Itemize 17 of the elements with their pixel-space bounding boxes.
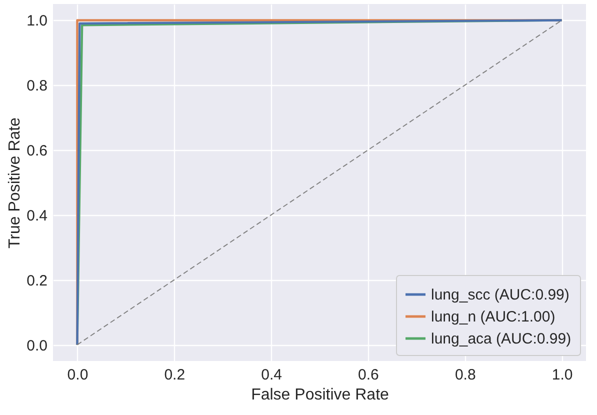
x-tick-label: 0.8	[454, 366, 476, 384]
y-axis-title: True Positive Rate	[6, 117, 24, 249]
y-tick-label: 0.8	[26, 78, 48, 95]
y-tick-label: 0.2	[26, 272, 48, 290]
x-tick-label: 0.4	[261, 366, 282, 384]
x-tick-label: 0.2	[164, 366, 186, 384]
x-tick-label: 0.6	[358, 366, 379, 384]
y-tick-label: 0.6	[26, 142, 48, 160]
y-tick-label: 0.0	[26, 337, 48, 354]
legend-label: lung_aca (AUC:0.99)	[431, 330, 572, 348]
x-tick-label: 1.0	[552, 366, 573, 384]
x-tick-label: 0.0	[67, 366, 88, 384]
legend-label: lung_scc (AUC:0.99)	[431, 286, 570, 304]
y-tick-label: 0.4	[26, 207, 48, 224]
x-axis-title: False Positive Rate	[251, 386, 390, 404]
legend-label: lung_n (AUC:1.00)	[431, 308, 556, 326]
y-tick-label: 1.0	[26, 12, 48, 30]
